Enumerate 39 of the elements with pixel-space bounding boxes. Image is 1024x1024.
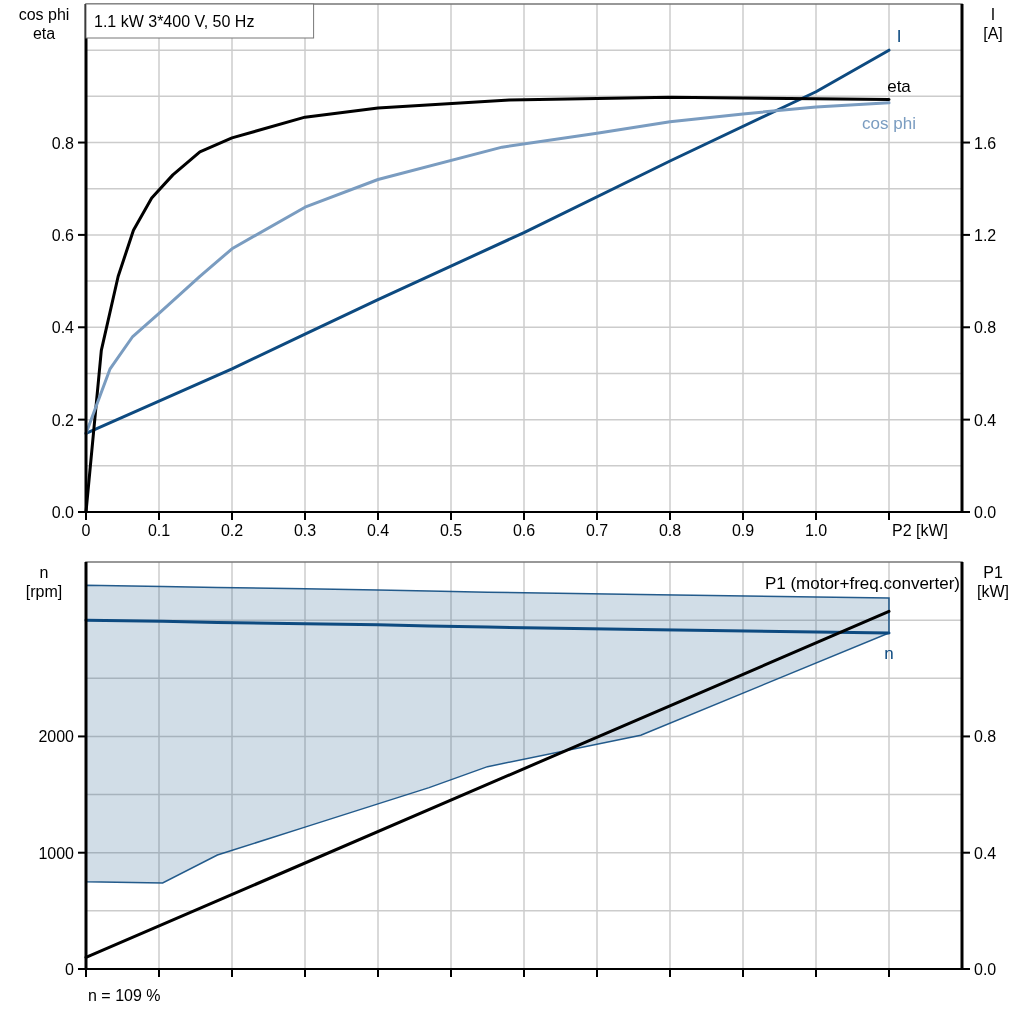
y-axis-title: n [rpm] <box>25 564 63 600</box>
y2-axis-title: I [A] <box>983 6 1003 42</box>
y-tick-label: 0.2 <box>51 411 75 429</box>
y2-tick-label: 1.2 <box>974 226 997 244</box>
x-tick-label: 0.3 <box>293 522 317 539</box>
y2-tick-label: 1.6 <box>974 134 997 152</box>
text: 1.1 kW 3*400 V, 50 Hz <box>94 13 255 30</box>
series-label: n <box>884 643 894 663</box>
x-tick-label: 0.5 <box>439 522 463 539</box>
y-tick-label: 0 <box>65 961 75 978</box>
y-tick-label: 0.4 <box>51 319 75 337</box>
x-tick-label: 0.4 <box>366 522 390 539</box>
y2-tick-label: 0.8 <box>974 728 997 746</box>
y2-tick-label: 0.0 <box>974 504 997 521</box>
y-tick-label: 1000 <box>38 844 75 862</box>
x-tick-label: 0.6 <box>512 522 536 539</box>
series-label: I <box>896 27 902 47</box>
series-label: cos phi <box>862 113 916 133</box>
x-tick-label: 0.9 <box>731 522 755 539</box>
x-tick-label: 0 <box>81 522 91 539</box>
y2-tick-label: 0.4 <box>974 411 997 429</box>
text: n = 109 % <box>88 987 161 1004</box>
y-tick-label: 2000 <box>38 728 75 746</box>
y-axis-title: cos phi eta <box>18 6 70 42</box>
y2-tick-label: 0.4 <box>974 844 997 862</box>
y-tick-label: 0.0 <box>51 504 75 521</box>
y2-tick-label: 0.0 <box>974 961 997 978</box>
x-tick-label: 0.8 <box>658 522 682 539</box>
y2-tick-label: 0.8 <box>974 319 997 337</box>
x-tick-label: 1.0 <box>804 522 828 539</box>
series-label: eta <box>887 76 912 96</box>
y-tick-label: 0.6 <box>51 226 75 244</box>
y2-axis-title: P1 [kW] <box>977 564 1009 600</box>
x-axis-title: P2 [kW] <box>891 522 949 539</box>
y-tick-label: 0.8 <box>51 134 75 152</box>
x-tick-label: 0.7 <box>585 522 609 539</box>
x-tick-label: 0.2 <box>220 522 244 539</box>
text: P1 (motor+freq.converter) <box>764 574 960 594</box>
x-tick-label: 0.1 <box>147 522 171 539</box>
